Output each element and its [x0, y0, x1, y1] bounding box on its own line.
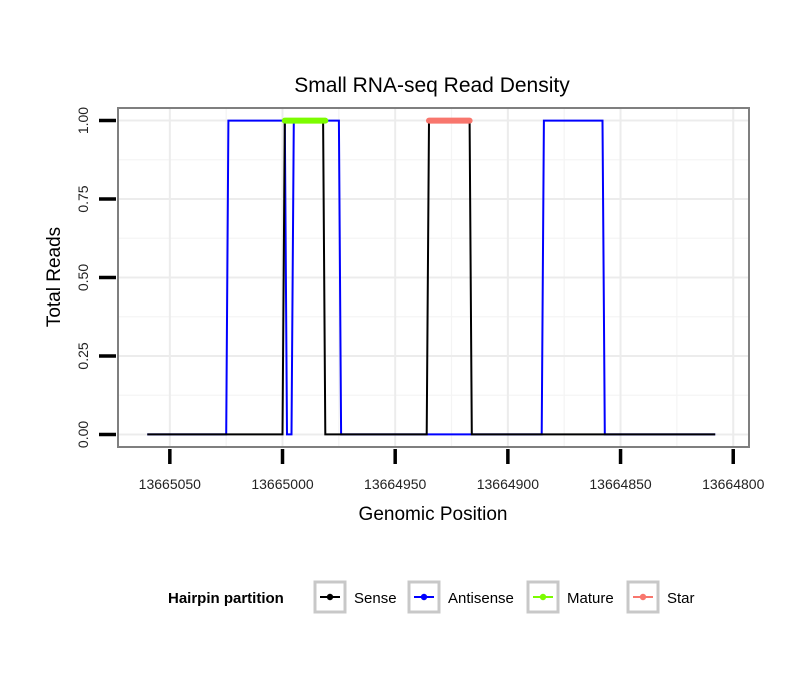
- x-tick-label: 13665000: [251, 476, 314, 492]
- legend-label: Mature: [567, 590, 614, 607]
- legend-key-point: [539, 593, 547, 601]
- legend-item-mature: Mature: [526, 580, 614, 614]
- legend-key-point: [420, 593, 428, 601]
- y-tick-label: 0.25: [75, 342, 91, 369]
- x-tick-label: 13664850: [589, 476, 652, 492]
- x-tick-label: 13664800: [702, 476, 765, 492]
- legend-label: Antisense: [448, 590, 514, 607]
- x-tick-label: 13664950: [364, 476, 427, 492]
- x-axis: 13665050 13665000 13664950 13664900 13664850…: [139, 449, 765, 492]
- y-tick-label: 0.00: [75, 421, 91, 448]
- x-axis-title: Genomic Position: [359, 504, 508, 525]
- x-tick-label: 13665050: [139, 476, 202, 492]
- y-tick-label: 0.75: [75, 185, 91, 212]
- legend-key-point: [326, 593, 334, 601]
- y-axis-title: Total Reads: [44, 227, 65, 327]
- legend: Hairpin partition Sense Antisense Mature St…: [168, 580, 695, 614]
- legend-item-sense: Sense: [313, 580, 397, 614]
- legend-item-star: Star: [626, 580, 695, 614]
- legend-items: Sense Antisense Mature Star: [313, 580, 695, 614]
- series-sense-line: [147, 119, 716, 436]
- y-tick-label: 0.50: [75, 264, 91, 291]
- legend-item-antisense: Antisense: [407, 580, 514, 614]
- x-tick-label: 13664900: [477, 476, 540, 492]
- legend-key-point: [639, 593, 647, 601]
- y-tick-label: 1.00: [75, 107, 91, 134]
- legend-title: Hairpin partition: [168, 590, 284, 607]
- plot-border: [117, 107, 750, 448]
- chart-title: Small RNA-seq Read Density: [294, 74, 570, 97]
- legend-label: Sense: [354, 590, 397, 607]
- y-axis: 0.00 0.25 0.50 0.75 1.00: [75, 107, 116, 448]
- legend-label: Star: [667, 590, 695, 607]
